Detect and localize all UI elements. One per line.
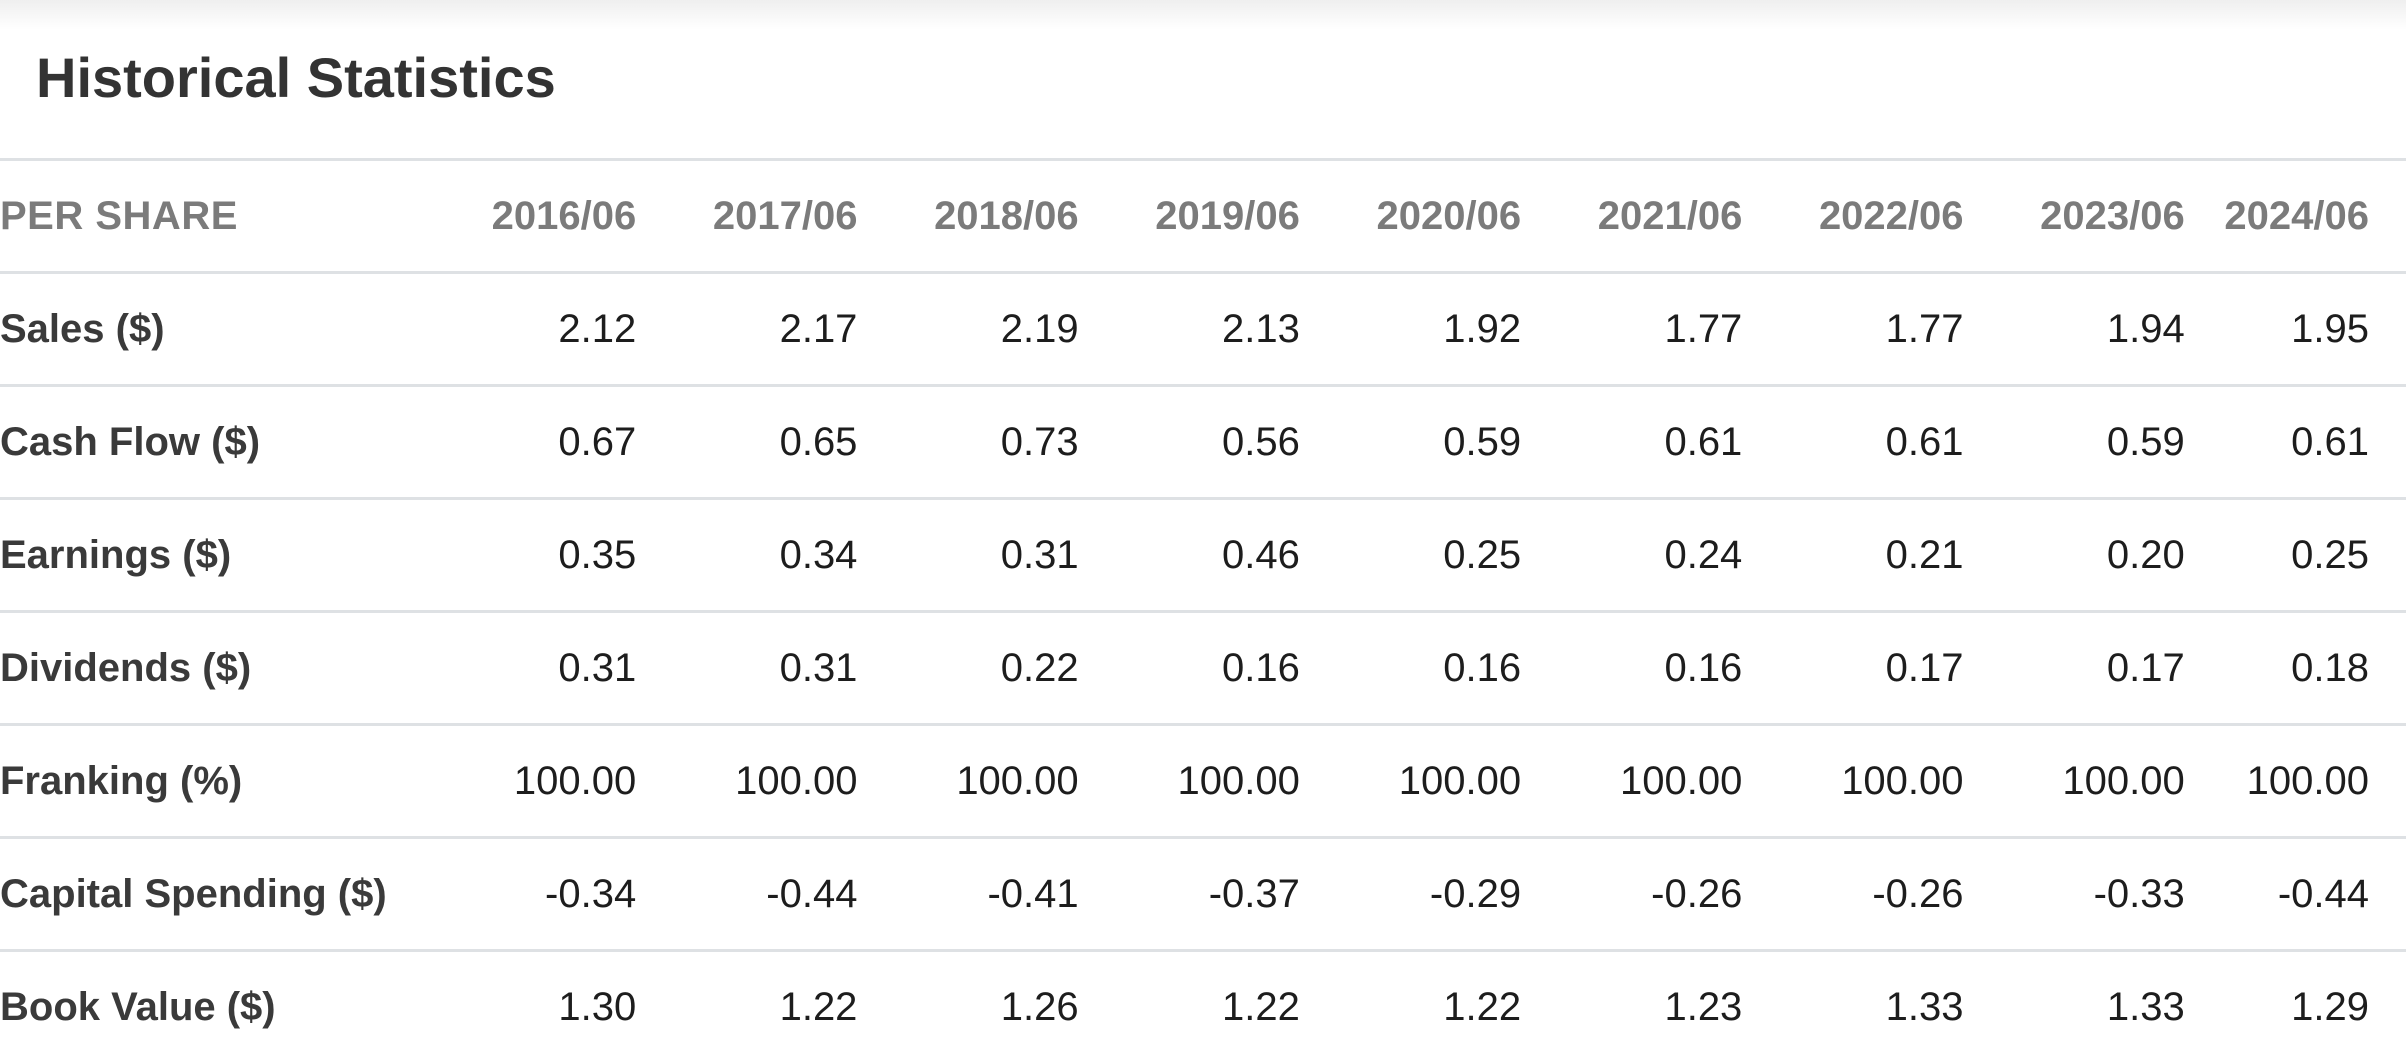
cell-value: 0.25 xyxy=(1299,497,1522,612)
cell-value: -0.44 xyxy=(2184,836,2406,951)
cell-value: 1.92 xyxy=(1299,271,1522,386)
cell-value: 0.61 xyxy=(1521,384,1743,499)
cell-value: 1.33 xyxy=(1963,949,2185,1062)
cell-value: 100.00 xyxy=(1299,723,1522,838)
row-label: Capital Spending ($) xyxy=(0,836,415,951)
column-header-year: 2016/06 xyxy=(415,158,637,273)
table-row: Book Value ($) 1.30 1.22 1.26 1.22 1.22 1.23 1.… xyxy=(0,949,2406,1062)
cell-value: 100.00 xyxy=(636,723,858,838)
cell-value: 0.16 xyxy=(1521,610,1743,725)
table-header-row: PER SHARE 2016/06 2017/06 2018/06 2019/06 20… xyxy=(0,158,2406,273)
cell-value: 0.59 xyxy=(1963,384,2185,499)
cell-value: -0.26 xyxy=(1742,836,1964,951)
cell-value: 0.35 xyxy=(415,497,637,612)
per-share-table: PER SHARE 2016/06 2017/06 2018/06 2019/06 20… xyxy=(0,158,2406,1062)
cell-value: 0.17 xyxy=(1742,610,1964,725)
cell-value: 0.65 xyxy=(636,384,858,499)
cell-value: 0.16 xyxy=(1299,610,1522,725)
cell-value: 1.95 xyxy=(2184,271,2406,386)
cell-value: 0.25 xyxy=(2184,497,2406,612)
table-row: Earnings ($) 0.35 0.34 0.31 0.46 0.25 0.24 0.21… xyxy=(0,497,2406,612)
section-title: Historical Statistics xyxy=(36,46,556,109)
row-label: Franking (%) xyxy=(0,723,415,838)
cell-value: 1.94 xyxy=(1963,271,2185,386)
row-label: Book Value ($) xyxy=(0,949,415,1062)
cell-value: 0.18 xyxy=(2184,610,2406,725)
cell-value: -0.41 xyxy=(857,836,1079,951)
cell-value: 1.22 xyxy=(1299,949,1522,1062)
column-header-per-share: PER SHARE xyxy=(0,158,415,273)
column-header-year: 2024/06 xyxy=(2184,158,2406,273)
cell-value: 0.16 xyxy=(1078,610,1300,725)
cell-value: -0.44 xyxy=(636,836,858,951)
cell-value: 100.00 xyxy=(415,723,637,838)
column-header-year: 2022/06 xyxy=(1742,158,1964,273)
cell-value: 2.13 xyxy=(1078,271,1300,386)
cell-value: -0.33 xyxy=(1963,836,2185,951)
cell-value: 0.73 xyxy=(857,384,1079,499)
cell-value: -0.29 xyxy=(1299,836,1522,951)
row-label: Sales ($) xyxy=(0,271,415,386)
column-header-year: 2021/06 xyxy=(1521,158,1743,273)
cell-value: 0.20 xyxy=(1963,497,2185,612)
table-row: Cash Flow ($) 0.67 0.65 0.73 0.56 0.59 0.61 0.6… xyxy=(0,384,2406,499)
column-header-year: 2023/06 xyxy=(1963,158,2185,273)
cell-value: -0.37 xyxy=(1078,836,1300,951)
column-header-year: 2019/06 xyxy=(1078,158,1300,273)
cell-value: 0.31 xyxy=(857,497,1079,612)
cell-value: 100.00 xyxy=(857,723,1079,838)
cell-value: 1.22 xyxy=(636,949,858,1062)
cell-value: 0.46 xyxy=(1078,497,1300,612)
cell-value: 1.29 xyxy=(2184,949,2406,1062)
cell-value: 0.22 xyxy=(857,610,1079,725)
cell-value: 1.77 xyxy=(1742,271,1964,386)
table-body: Sales ($) 2.12 2.17 2.19 2.13 1.92 1.77 1.77 1.9… xyxy=(0,271,2406,1062)
cell-value: -0.26 xyxy=(1521,836,1743,951)
table-row: Capital Spending ($) -0.34 -0.44 -0.41 -0.37… xyxy=(0,836,2406,951)
cell-value: 1.22 xyxy=(1078,949,1300,1062)
cell-value: 1.30 xyxy=(415,949,637,1062)
cell-value: 1.23 xyxy=(1521,949,1743,1062)
cell-value: 2.17 xyxy=(636,271,858,386)
cell-value: 100.00 xyxy=(1963,723,2185,838)
cell-value: 0.24 xyxy=(1521,497,1743,612)
row-label: Cash Flow ($) xyxy=(0,384,415,499)
cell-value: 2.12 xyxy=(415,271,637,386)
column-header-year: 2018/06 xyxy=(857,158,1079,273)
cell-value: 2.19 xyxy=(857,271,1079,386)
table-head: PER SHARE 2016/06 2017/06 2018/06 2019/06 20… xyxy=(0,158,2406,273)
cell-value: 0.34 xyxy=(636,497,858,612)
cell-value: 1.33 xyxy=(1742,949,1964,1062)
cell-value: -0.34 xyxy=(415,836,637,951)
cell-value: 0.61 xyxy=(1742,384,1964,499)
cell-value: 0.61 xyxy=(2184,384,2406,499)
cell-value: 0.17 xyxy=(1963,610,2185,725)
column-header-year: 2017/06 xyxy=(636,158,858,273)
row-label: Earnings ($) xyxy=(0,497,415,612)
cell-value: 100.00 xyxy=(1521,723,1743,838)
cell-value: 100.00 xyxy=(2184,723,2406,838)
cell-value: 0.67 xyxy=(415,384,637,499)
cell-value: 1.77 xyxy=(1521,271,1743,386)
table-row: Dividends ($) 0.31 0.31 0.22 0.16 0.16 0.16 0.1… xyxy=(0,610,2406,725)
cell-value: 0.21 xyxy=(1742,497,1964,612)
cell-value: 0.31 xyxy=(415,610,637,725)
row-label: Dividends ($) xyxy=(0,610,415,725)
cell-value: 100.00 xyxy=(1078,723,1300,838)
cell-value: 0.56 xyxy=(1078,384,1300,499)
cell-value: 1.26 xyxy=(857,949,1079,1062)
cell-value: 0.31 xyxy=(636,610,858,725)
table-row: Sales ($) 2.12 2.17 2.19 2.13 1.92 1.77 1.77 1.9… xyxy=(0,271,2406,386)
table-row: Franking (%) 100.00 100.00 100.00 100.00 100.… xyxy=(0,723,2406,838)
cell-value: 100.00 xyxy=(1742,723,1964,838)
cell-value: 0.59 xyxy=(1299,384,1522,499)
column-header-year: 2020/06 xyxy=(1299,158,1522,273)
